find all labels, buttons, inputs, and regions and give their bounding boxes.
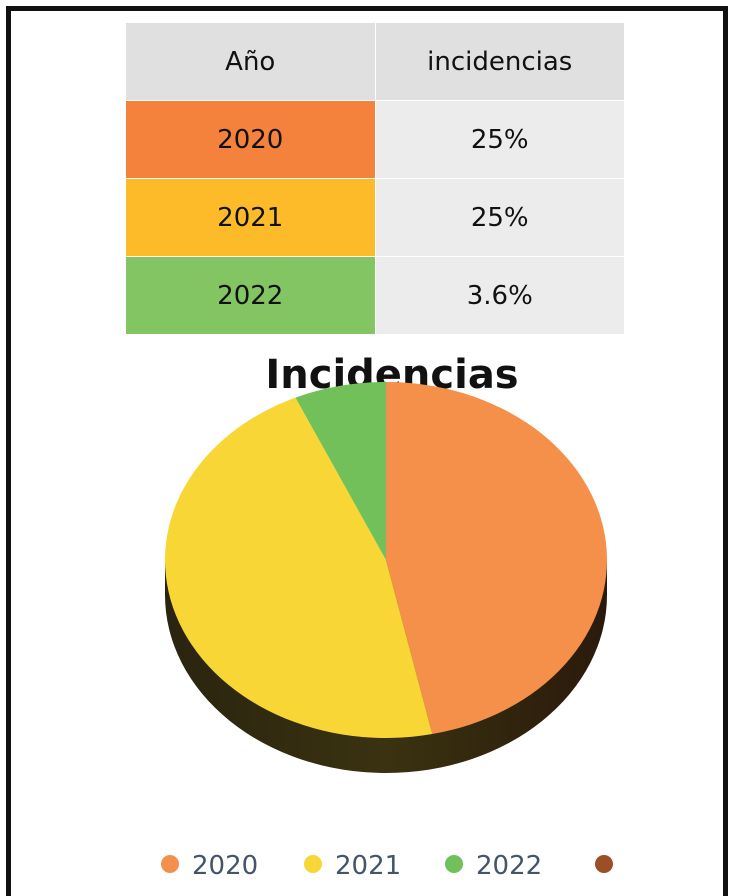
cell: 3.6% [374, 256, 625, 335]
legend-label: 2020 [192, 851, 258, 881]
header-cell: Año [125, 22, 376, 101]
cell: 2020 [125, 100, 376, 179]
legend-marker [304, 855, 322, 873]
cell: 2022 [125, 256, 376, 335]
row: 2021 25% [125, 178, 625, 257]
cell: 25% [374, 178, 625, 257]
row: 2020 25% [125, 100, 625, 179]
pie-slice [165, 397, 433, 738]
frame [6, 6, 728, 896]
row: 2022 3.6% [125, 256, 625, 335]
header-cell: incidencias [374, 22, 625, 101]
legend-label: 2021 [335, 851, 401, 881]
header-row: Año incidencias [125, 22, 625, 101]
data-table: Año incidencias 2020 25% 2021 25% 2022 3… [125, 22, 625, 335]
pie-slice [295, 382, 386, 560]
legend-marker [595, 855, 613, 873]
cell: 2021 [125, 178, 376, 257]
legend-marker [161, 855, 179, 873]
cell: 25% [374, 100, 625, 179]
legend-label: 2022 [476, 851, 542, 881]
legend-marker [445, 855, 463, 873]
pie-slice [386, 382, 608, 735]
